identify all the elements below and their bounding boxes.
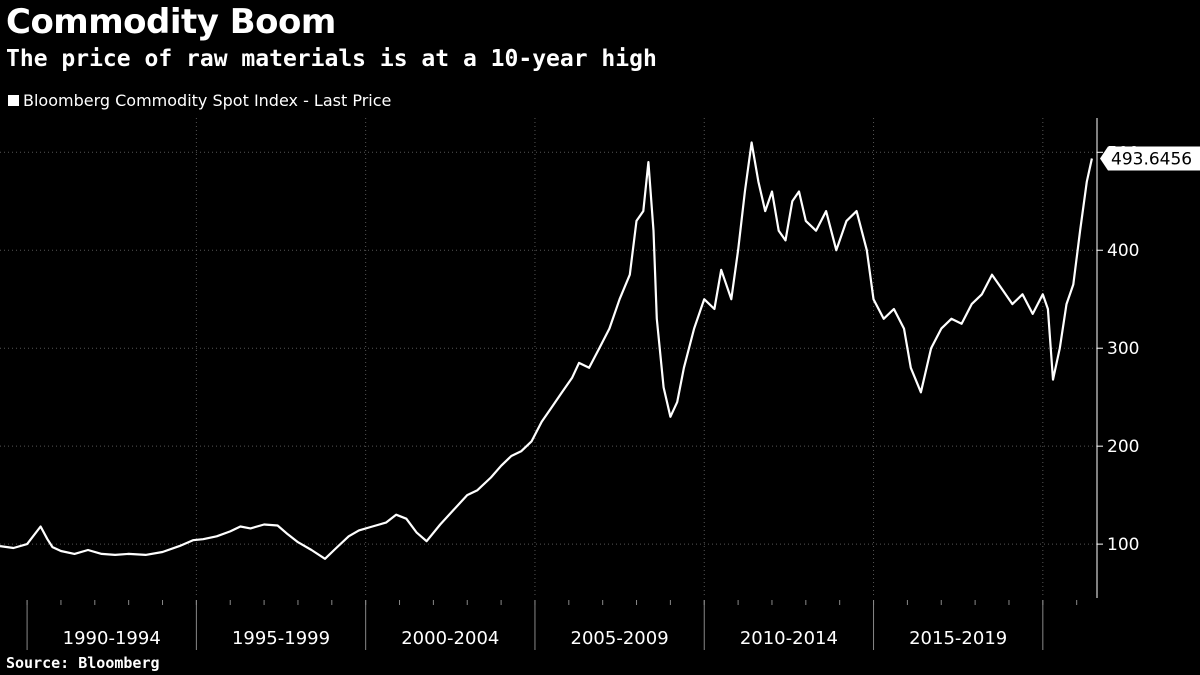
legend-label: Bloomberg Commodity Spot Index - Last Pr… bbox=[23, 91, 392, 110]
x-category-label: 2005-2009 bbox=[571, 628, 669, 649]
legend: Bloomberg Commodity Spot Index - Last Pr… bbox=[8, 91, 391, 110]
y-tick-label: 200 bbox=[1107, 437, 1139, 457]
last-value-marker: 493.6456 bbox=[1100, 146, 1200, 171]
series-line bbox=[0, 141, 1093, 560]
last-value-label: 493.6456 bbox=[1111, 150, 1192, 170]
y-tick-label: 400 bbox=[1107, 241, 1139, 261]
x-category-label: 2010-2014 bbox=[740, 628, 838, 649]
series-layer bbox=[0, 141, 1093, 560]
grid-layer bbox=[0, 118, 1097, 598]
y-tick-label: 100 bbox=[1107, 535, 1139, 555]
label-layer: 1002003004005001990-19941995-19992000-20… bbox=[63, 143, 1200, 649]
chart-subtitle: The price of raw materials is at a 10-ye… bbox=[6, 46, 657, 72]
axis-layer bbox=[26, 118, 1103, 650]
x-category-label: 2015-2019 bbox=[909, 628, 1007, 649]
last-value-box bbox=[1100, 146, 1200, 171]
y-tick-label: 300 bbox=[1107, 339, 1139, 359]
chart-title: Commodity Boom bbox=[6, 2, 336, 42]
x-category-label: 1990-1994 bbox=[63, 628, 161, 649]
x-category-label: 2000-2004 bbox=[401, 628, 499, 649]
legend-swatch bbox=[8, 95, 19, 106]
x-category-label: 1995-1999 bbox=[232, 628, 330, 649]
source-note: Source: Bloomberg bbox=[6, 654, 160, 672]
